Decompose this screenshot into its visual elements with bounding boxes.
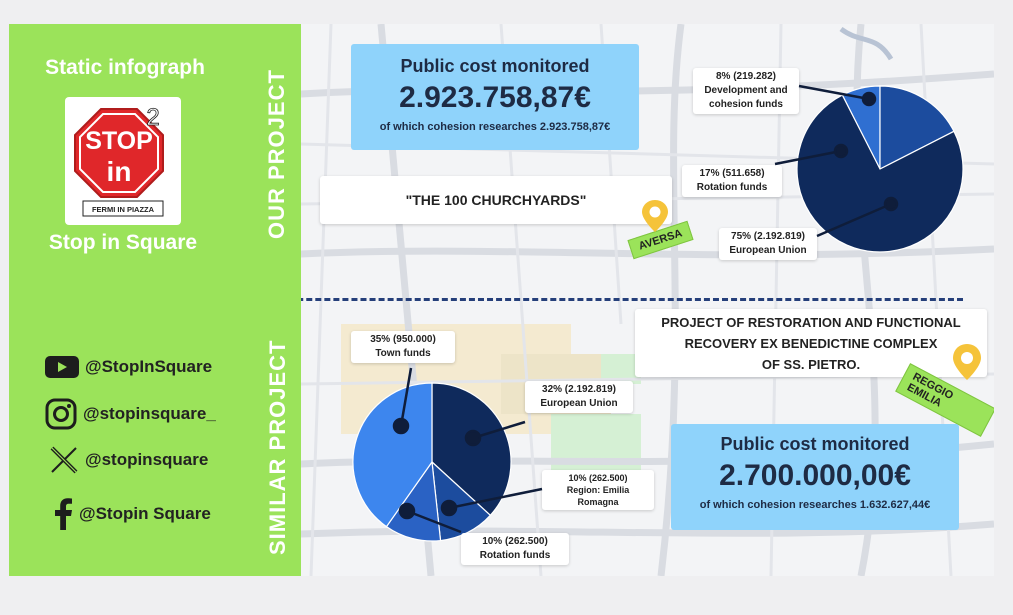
similar-project-name-line: RECOVERY EX BENEDICTINE COMPLEX	[684, 336, 938, 351]
logo-superscript: 2	[146, 104, 159, 131]
social-facebook[interactable]: @Stopin Square	[53, 498, 211, 530]
similar-slice-label-region: 10% (262.500) Region: Emilia Romagna	[542, 470, 654, 510]
similar-slice-label-rotation: 10% (262.500) Rotation funds	[461, 533, 569, 565]
similar-cost-amount: 2.700.000,00€	[719, 459, 911, 492]
x-handle: @stopinsquare	[85, 450, 209, 469]
our-pie-slice-1	[879, 85, 955, 170]
social-youtube[interactable]: @StopInSquare	[45, 356, 212, 378]
similar-slice-pct: 10% (262.500)	[568, 473, 628, 483]
our-cost-label: Public cost monitored	[400, 56, 590, 76]
similar-project-name-line: PROJECT OF RESTORATION AND FUNCTIONAL	[661, 315, 961, 330]
similar-location-pin-icon	[953, 344, 981, 380]
infograph-subtitle: Stop in Square	[48, 231, 198, 254]
youtube-icon	[45, 356, 79, 378]
our-slice-pct: 8% (219.282)	[715, 71, 777, 82]
our-slice-name-cont: cohesion funds	[709, 99, 783, 110]
logo-in-text: in	[107, 156, 132, 187]
youtube-handle: @StopInSquare	[85, 357, 213, 376]
similar-project-label: SIMILAR PROJECT	[265, 339, 290, 555]
similar-slice-pct: 35% (950.000)	[370, 334, 436, 345]
our-slice-label-development: 8% (219.282) Development and cohesion fu…	[693, 68, 799, 114]
similar-slice-name: Rotation funds	[479, 550, 551, 561]
instagram-icon	[45, 398, 77, 430]
our-slice-name: Rotation funds	[696, 182, 768, 193]
similar-slice-name: European Union	[540, 398, 618, 409]
instagram-handle: @stopinsquare_	[83, 404, 216, 423]
our-project-name: "THE 100 CHURCHYARDS"	[320, 176, 672, 224]
section-divider	[301, 298, 963, 301]
similar-project-name-line: OF SS. PIETRO.	[761, 357, 861, 372]
our-slice-label-eu: 75% (2.192.819) European Union	[719, 228, 817, 260]
similar-slice-label-town: 35% (950.000) Town funds	[351, 331, 455, 363]
x-icon	[49, 446, 79, 474]
similar-slice-name: Town funds	[375, 348, 431, 359]
similar-cost-label: Public cost monitored	[720, 434, 910, 454]
our-location-pin-icon	[642, 200, 668, 232]
logo-stop-text: STOP	[85, 127, 153, 155]
sidebar: Static infograph STOP in 2 FERMI IN PIAZ…	[9, 24, 301, 576]
similar-cost-box: Public cost monitored 2.700.000,00€ of w…	[671, 424, 959, 530]
map-area: Public cost monitored 2.923.758,87€ of w…	[301, 24, 994, 576]
similar-project-name: PROJECT OF RESTORATION AND FUNCTIONAL RE…	[635, 309, 987, 377]
our-slice-pct: 17% (511.658)	[699, 168, 765, 179]
similar-slice-label-eu: 32% (2.192.819) European Union	[525, 381, 633, 413]
our-slice-label-rotation: 17% (511.658) Rotation funds	[682, 165, 782, 197]
our-cost-amount: 2.923.758,87€	[399, 81, 591, 114]
similar-cost-sub: of which cohesion researches 1.632.627,4…	[699, 499, 931, 511]
facebook-icon	[53, 498, 73, 530]
infograph-title: Static infograph	[45, 56, 205, 79]
stop-in-square-logo: STOP in 2 FERMI IN PIAZZA	[65, 97, 181, 225]
similar-slice-name: Region: Emilia Romagna	[566, 485, 630, 507]
our-cost-box: Public cost monitored 2.923.758,87€ of w…	[351, 44, 639, 150]
our-slice-name: Development and	[704, 85, 788, 96]
our-project-label: OUR PROJECT	[264, 69, 289, 239]
our-slice-name: European Union	[729, 245, 807, 256]
similar-slice-pct: 32% (2.192.819)	[542, 384, 616, 395]
facebook-handle: @Stopin Square	[79, 504, 211, 523]
similar-funding-pie-chart	[352, 382, 512, 542]
our-slice-pct: 75% (2.192.819)	[731, 231, 805, 242]
social-instagram[interactable]: @stopinsquare_	[45, 398, 216, 430]
infographic: Static infograph STOP in 2 FERMI IN PIAZ…	[9, 24, 994, 576]
social-x[interactable]: @stopinsquare	[49, 446, 208, 474]
our-cost-sub: of which cohesion researches 2.923.758,8…	[379, 121, 611, 133]
logo-caption: FERMI IN PIAZZA	[92, 205, 155, 214]
our-funding-pie-chart	[796, 85, 964, 253]
similar-slice-pct: 10% (262.500)	[482, 536, 548, 547]
